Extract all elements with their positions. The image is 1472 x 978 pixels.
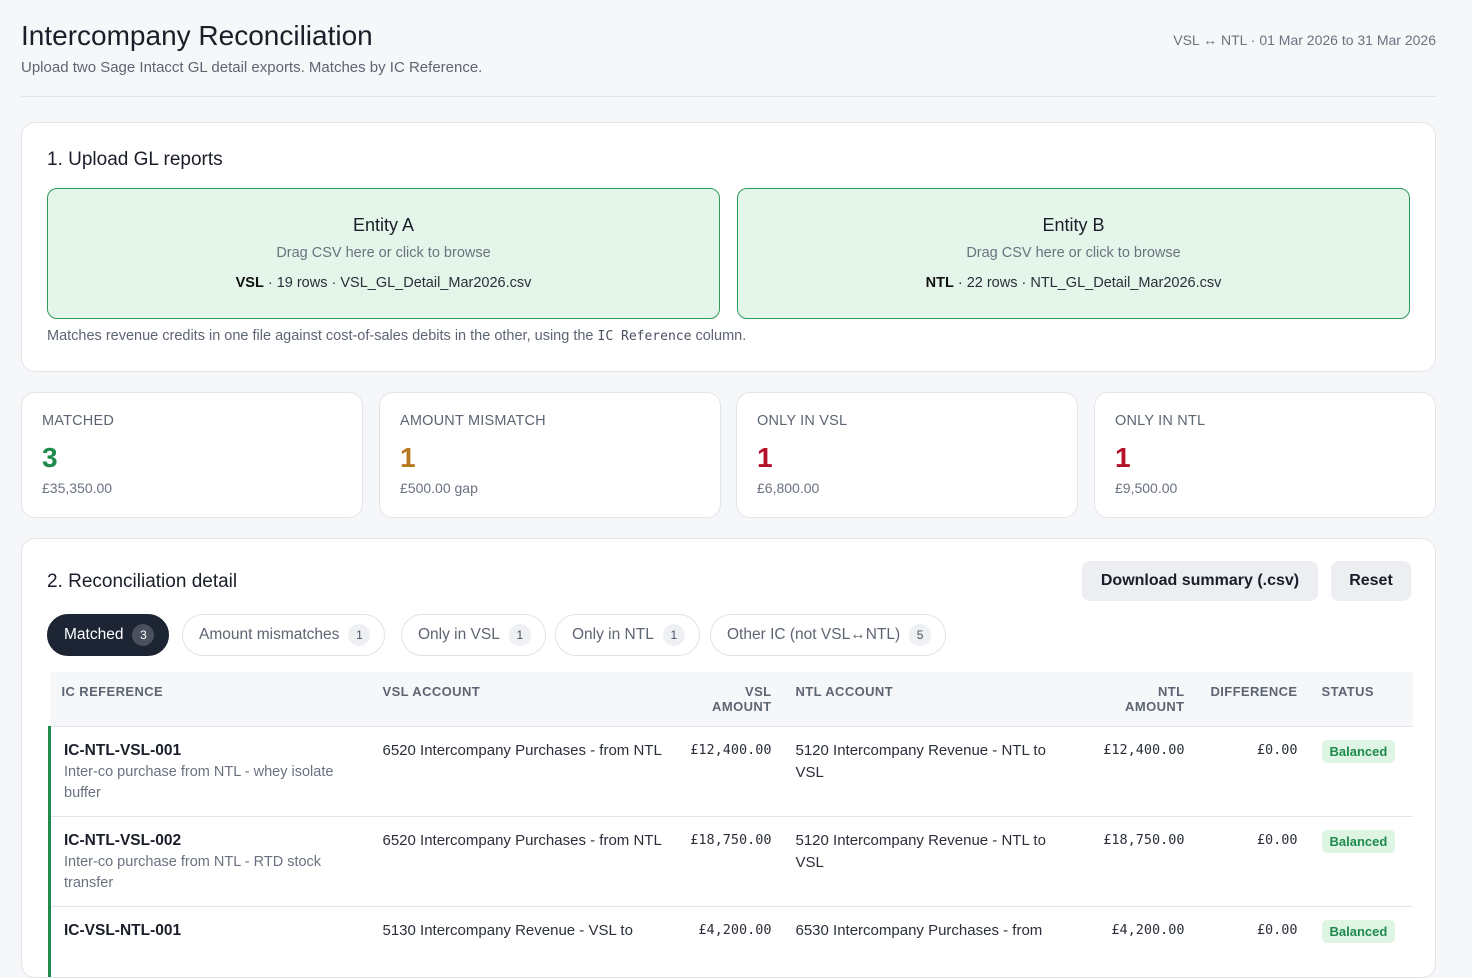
ntl-account-cell: 5120 Intercompany Revenue - NTL to VSL (784, 817, 1089, 907)
column-header-ntl-account[interactable]: NTL ACCOUNT (784, 672, 1089, 727)
status-cell: Balanced (1310, 817, 1413, 907)
stat-amount: £9,500.00 (1115, 480, 1177, 496)
stat-label: ONLY IN NTL (1115, 413, 1205, 429)
tab-count-badge: 1 (509, 624, 531, 646)
status-cell: Balanced (1310, 727, 1413, 817)
tab-matched[interactable]: Matched 3 (47, 614, 169, 656)
column-header-vsl-account[interactable]: VSL ACCOUNT (371, 672, 676, 727)
period-label: VSL ↔ NTL · 01 Mar 2026 to 31 Mar 2026 (1173, 32, 1436, 48)
stat-value: 3 (42, 442, 58, 474)
entity-b-dropzone[interactable]: Entity B Drag CSV here or click to brows… (737, 188, 1410, 319)
ic-reference: IC-NTL-VSL-001 (64, 740, 359, 762)
app-root: Intercompany Reconciliation Upload two S… (0, 0, 1472, 957)
entity-a-file-info: VSL · 19 rows · VSL_GL_Detail_Mar2026.cs… (48, 275, 719, 291)
ntl-account-cell: 6530 Intercompany Purchases - from (784, 907, 1089, 978)
entity-a-dropzone[interactable]: Entity A Drag CSV here or click to brows… (47, 188, 720, 319)
tab-label: Matched (64, 626, 123, 644)
vsl-amount-cell: £12,400.00 (676, 727, 784, 817)
column-header-ntl-amount[interactable]: NTL AMOUNT (1089, 672, 1197, 727)
note-text-end: column. (695, 328, 746, 344)
tab-count-badge: 3 (132, 624, 154, 646)
download-summary-button[interactable]: Download summary (.csv) (1082, 561, 1318, 601)
status-badge: Balanced (1322, 920, 1396, 943)
entity-a-title: Entity A (48, 215, 719, 236)
tab-count-badge: 5 (909, 624, 931, 646)
column-header-vsl-amount[interactable]: VSL AMOUNT (676, 672, 784, 727)
status-badge: Balanced (1322, 830, 1396, 853)
stat-only-in-ntl: ONLY IN NTL 1 £9,500.00 (1094, 392, 1436, 518)
entity-b-title: Entity B (738, 215, 1409, 236)
vsl-account-cell: 5130 Intercompany Revenue - VSL to (371, 907, 676, 978)
upload-card: 1. Upload GL reports Entity A Drag CSV h… (21, 122, 1436, 372)
stat-matched: MATCHED 3 £35,350.00 (21, 392, 363, 518)
entity-a-code: VSL (236, 275, 264, 291)
detail-heading: 2. Reconciliation detail (47, 571, 237, 593)
difference-cell: £0.00 (1197, 817, 1310, 907)
column-header-ic-reference[interactable]: IC REFERENCE (50, 672, 371, 727)
tab-label: Only in NTL (572, 626, 654, 644)
table-header-row: IC REFERENCE VSL ACCOUNT VSL AMOUNT NTL … (50, 672, 1413, 727)
entity-a-file-detail: · 19 rows · VSL_GL_Detail_Mar2026.csv (264, 275, 532, 291)
ic-reference: IC-NTL-VSL-002 (64, 830, 359, 852)
stat-amount: £6,800.00 (757, 480, 819, 496)
ntl-amount-cell: £4,200.00 (1089, 907, 1197, 978)
stat-value: 1 (757, 442, 773, 474)
row-description: Inter-co purchase from NTL - RTD stock t… (64, 852, 359, 894)
ntl-amount-cell: £18,750.00 (1089, 817, 1197, 907)
stat-only-in-vsl: ONLY IN VSL 1 £6,800.00 (736, 392, 1078, 518)
reconciliation-table: IC REFERENCE VSL ACCOUNT VSL AMOUNT NTL … (48, 672, 1413, 978)
vsl-amount-cell: £4,200.00 (676, 907, 784, 978)
tab-other-ic[interactable]: Other IC (not VSL↔NTL) 5 (710, 614, 946, 656)
tab-count-badge: 1 (663, 624, 685, 646)
stat-label: AMOUNT MISMATCH (400, 413, 546, 429)
difference-cell: £0.00 (1197, 907, 1310, 978)
tab-count-badge: 1 (348, 624, 370, 646)
tab-label: Amount mismatches (199, 626, 339, 644)
matching-note: Matches revenue credits in one file agai… (47, 328, 746, 344)
column-header-status[interactable]: STATUS (1310, 672, 1413, 727)
stat-amount: £35,350.00 (42, 480, 112, 496)
status-cell: Balanced (1310, 907, 1413, 978)
stat-value: 1 (1115, 442, 1131, 474)
entity-b-file-info: NTL · 22 rows · NTL_GL_Detail_Mar2026.cs… (738, 275, 1409, 291)
column-header-difference[interactable]: DIFFERENCE (1197, 672, 1310, 727)
entity-b-code: NTL (926, 275, 954, 291)
tab-only-in-ntl[interactable]: Only in NTL 1 (555, 614, 700, 656)
stat-amount: £500.00 gap (400, 480, 478, 496)
note-text: Matches revenue credits in one file agai… (47, 328, 593, 344)
stat-amount-mismatch: AMOUNT MISMATCH 1 £500.00 gap (379, 392, 721, 518)
stat-value: 1 (400, 442, 416, 474)
row-description: Inter-co purchase from NTL - whey isolat… (64, 762, 359, 804)
ic-reference-code: IC Reference (598, 329, 692, 344)
stat-label: ONLY IN VSL (757, 413, 847, 429)
page-header: Intercompany Reconciliation Upload two S… (21, 18, 1436, 97)
entity-b-hint: Drag CSV here or click to browse (738, 245, 1409, 261)
difference-cell: £0.00 (1197, 727, 1310, 817)
page-subtitle: Upload two Sage Intacct GL detail export… (21, 59, 482, 76)
tab-only-in-vsl[interactable]: Only in VSL 1 (401, 614, 546, 656)
tab-label: Only in VSL (418, 626, 500, 644)
status-badge: Balanced (1322, 740, 1396, 763)
reset-button[interactable]: Reset (1331, 561, 1411, 601)
ntl-account-cell: 5120 Intercompany Revenue - NTL to VSL (784, 727, 1089, 817)
reconciliation-detail-card: 2. Reconciliation detail Download summar… (21, 538, 1436, 978)
entity-b-file-detail: · 22 rows · NTL_GL_Detail_Mar2026.csv (954, 275, 1222, 291)
table-row[interactable]: IC-VSL-NTL-001 5130 Intercompany Revenue… (50, 907, 1413, 978)
vsl-account-cell: 6520 Intercompany Purchases - from NTL (371, 817, 676, 907)
vsl-account-cell: 6520 Intercompany Purchases - from NTL (371, 727, 676, 817)
tab-amount-mismatches[interactable]: Amount mismatches 1 (182, 614, 385, 656)
ntl-amount-cell: £12,400.00 (1089, 727, 1197, 817)
vsl-amount-cell: £18,750.00 (676, 817, 784, 907)
ic-reference-cell: IC-VSL-NTL-001 (50, 907, 371, 978)
tab-label: Other IC (not VSL↔NTL) (727, 626, 900, 644)
ic-reference: IC-VSL-NTL-001 (64, 920, 359, 942)
page-title: Intercompany Reconciliation (21, 20, 373, 52)
stat-label: MATCHED (42, 413, 114, 429)
entity-a-hint: Drag CSV here or click to browse (48, 245, 719, 261)
upload-heading: 1. Upload GL reports (47, 149, 223, 171)
